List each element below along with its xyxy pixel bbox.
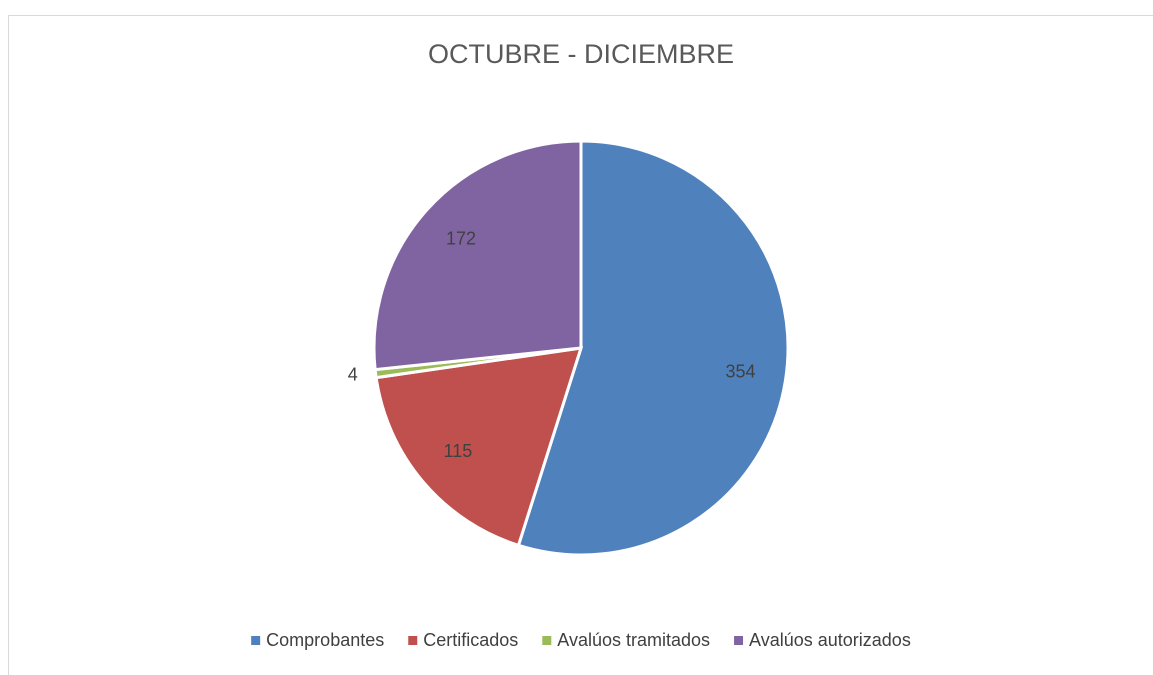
pie-slice	[372, 139, 583, 372]
legend-label: Comprobantes	[266, 630, 384, 650]
legend-label: Avalúos autorizados	[749, 630, 911, 650]
legend-swatch	[734, 636, 744, 645]
pie-slice	[374, 346, 584, 548]
legend: Comprobantes Certificados Avalúos tramitad…	[251, 630, 911, 650]
legend-swatch	[408, 636, 418, 645]
chart-title: OCTUBRE - DICIEMBRE	[428, 39, 734, 69]
pie-slice	[516, 139, 790, 557]
data-label: 4	[348, 365, 358, 385]
data-label: 354	[726, 361, 756, 381]
data-label: 172	[446, 229, 476, 249]
legend-label: Certificados	[423, 630, 518, 650]
legend-label: Avalúos tramitados	[557, 630, 710, 650]
legend-swatch	[542, 636, 552, 645]
legend-swatch	[251, 636, 261, 645]
data-label: 115	[444, 441, 473, 461]
